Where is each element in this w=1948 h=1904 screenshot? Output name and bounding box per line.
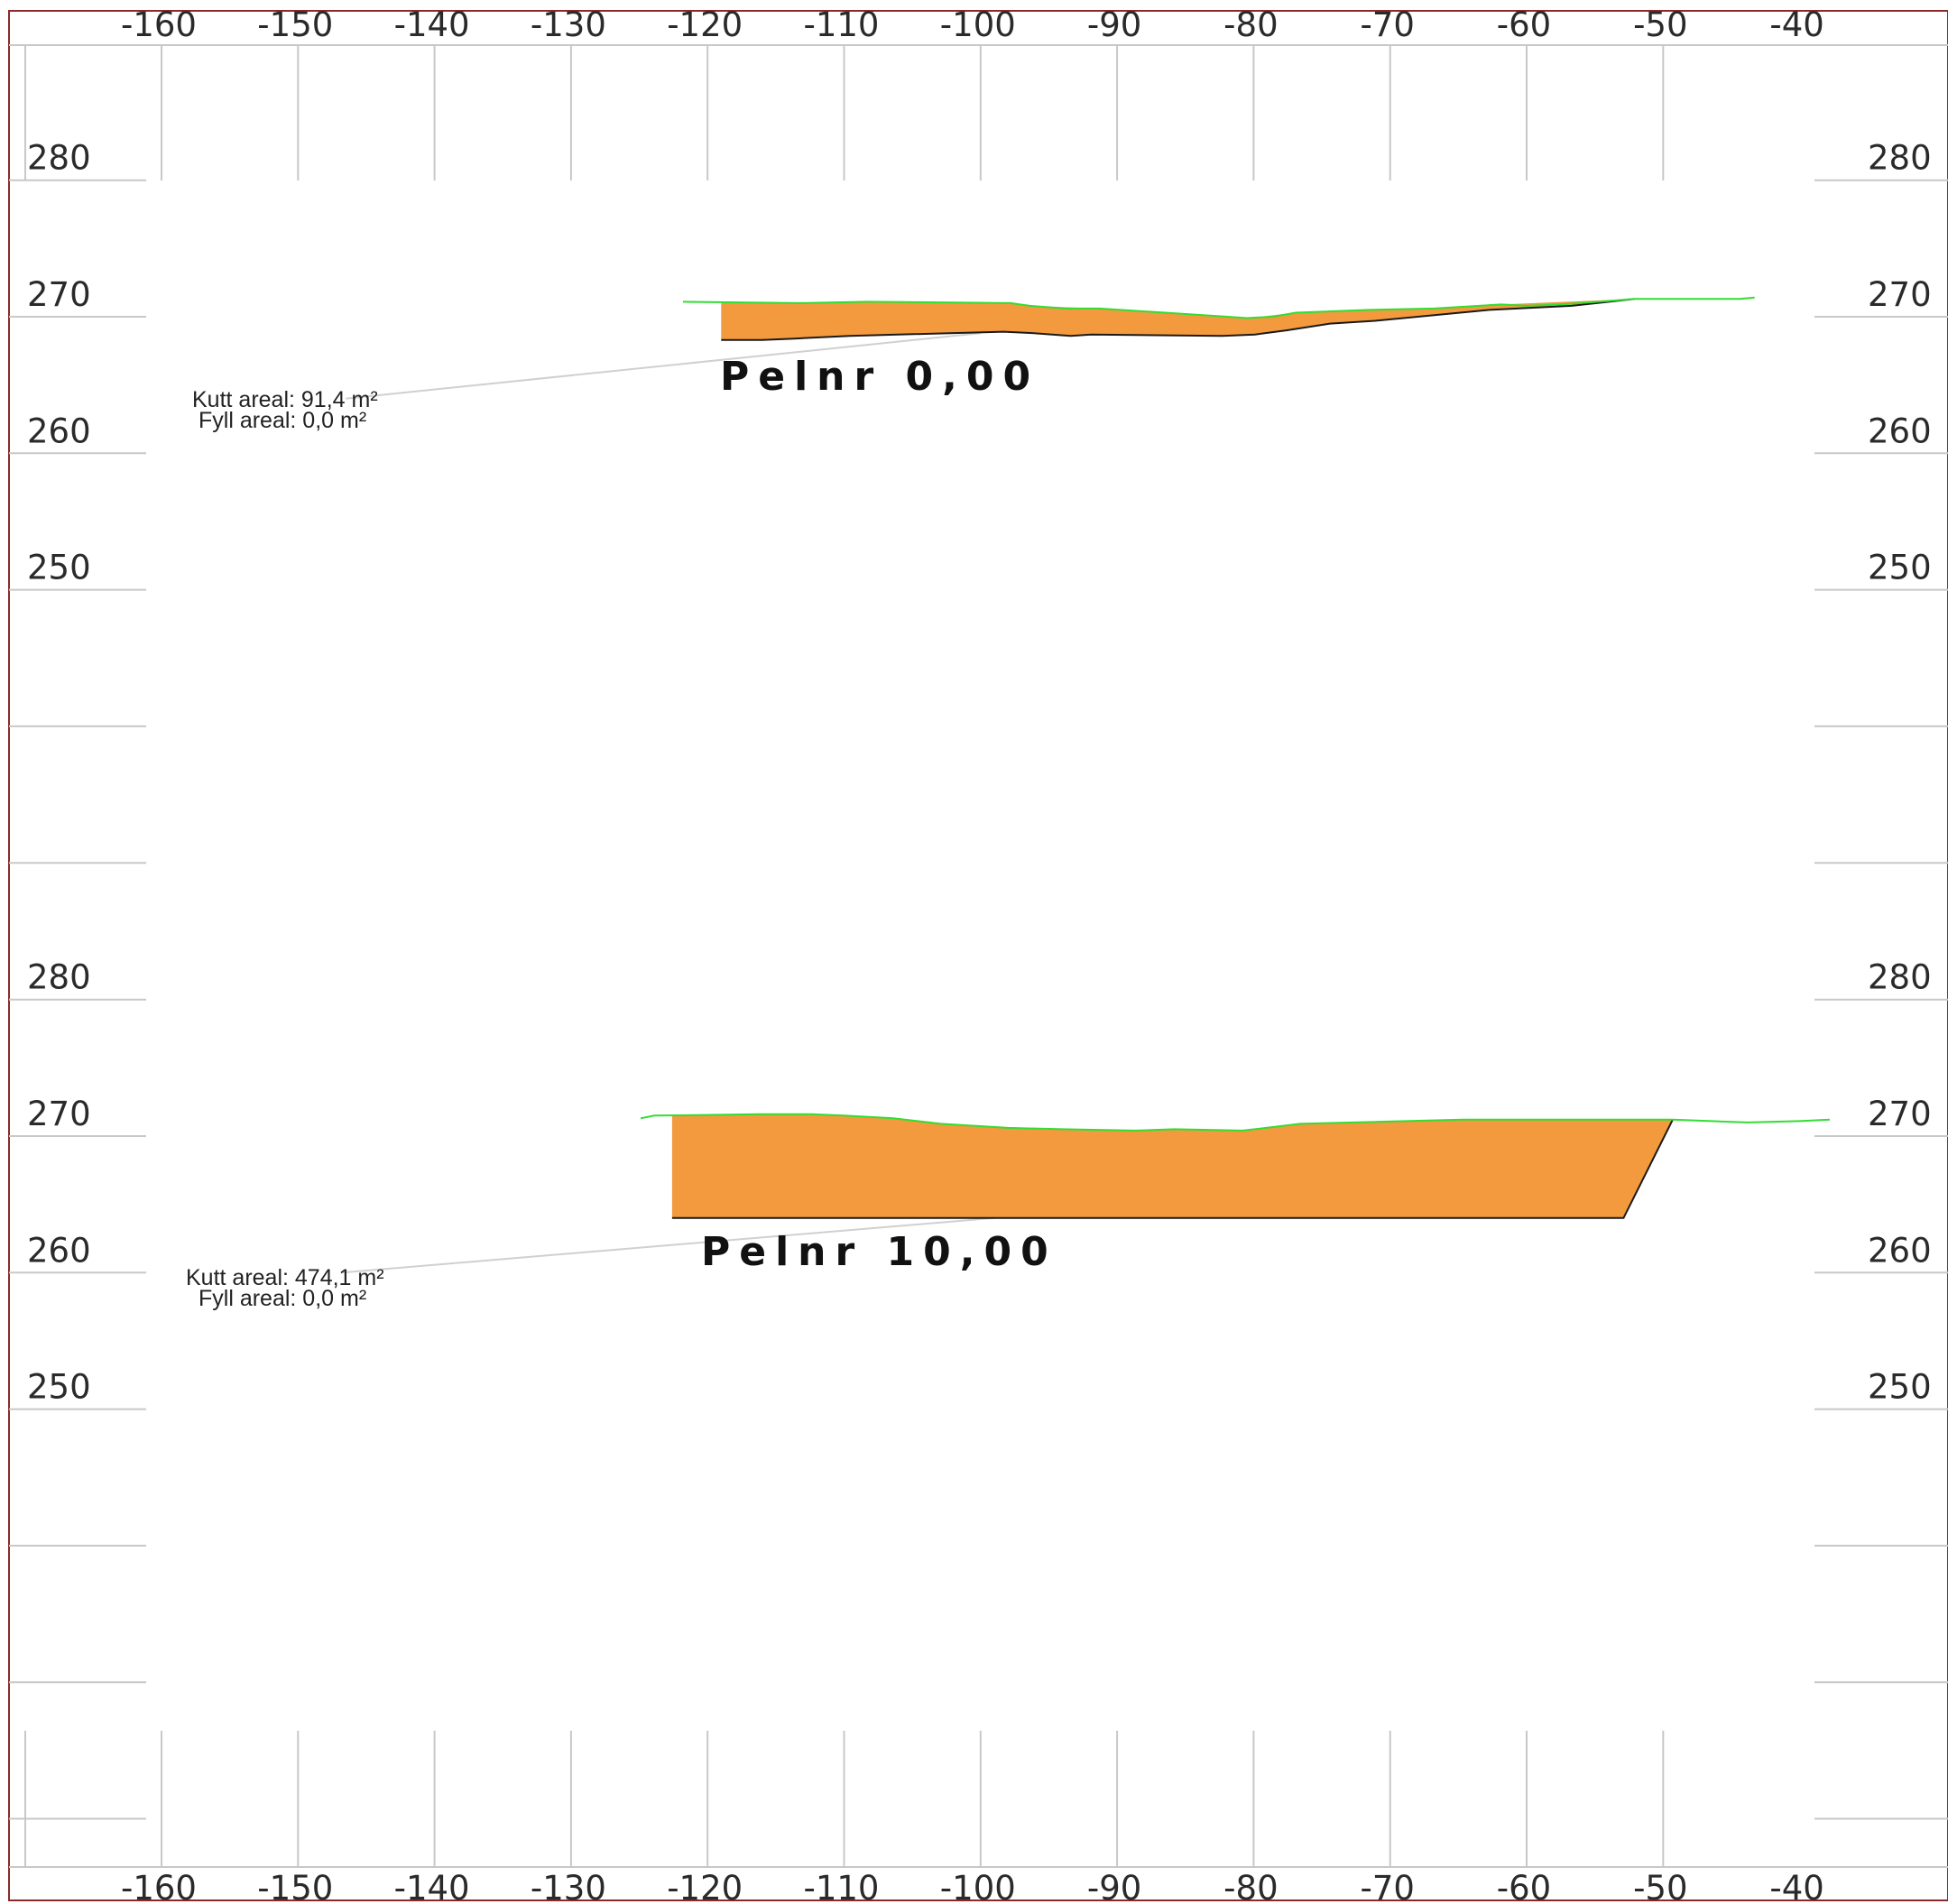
x-tick-label-top: -40 xyxy=(1769,5,1823,44)
x-tick-label-top: -90 xyxy=(1087,5,1141,44)
terrain-line xyxy=(682,296,1755,319)
fill-area-label: Fyll areal: 0,0 m² xyxy=(198,408,366,433)
y-tick-label-left: 280 xyxy=(27,139,91,178)
x-tick-label-bottom: -70 xyxy=(1360,1869,1414,1904)
cut-area xyxy=(721,299,1635,340)
x-tick-label-top: -70 xyxy=(1360,5,1414,44)
x-tick-label-top: -80 xyxy=(1223,5,1278,44)
x-tick-label-top: -110 xyxy=(804,5,880,44)
x-tick-label-bottom: -40 xyxy=(1769,1869,1823,1904)
x-tick-label-bottom: -110 xyxy=(804,1869,880,1904)
x-axis-bottom: -160 -150 -140 -130 -120 -110 -100 -90 -80 -70 -60… xyxy=(24,1731,1824,1904)
x-tick-label-bottom: -120 xyxy=(667,1869,743,1904)
section-2: 280 280 270 270 260 260 250 250 Pelnr 10,00 Kutt … xyxy=(9,958,1948,1820)
x-tick-label-top: -160 xyxy=(121,5,197,44)
sections-layer: 280 280 270 270 260 260 250 250 Pelnr 0,00 Kutt a… xyxy=(9,139,1948,1820)
y-tick-label-right: 280 xyxy=(1868,958,1932,997)
x-tick-label-top: -50 xyxy=(1633,5,1687,44)
terrain-line xyxy=(640,1113,1830,1132)
y-tick-label-left: 260 xyxy=(27,411,91,450)
y-tick-label-right: 260 xyxy=(1868,411,1932,450)
y-tick-label-right: 270 xyxy=(1868,275,1932,314)
area-leader-line xyxy=(341,1216,995,1274)
x-tick-label-top: -140 xyxy=(394,5,470,44)
cut-area-label: Kutt areal: 474,1 m² xyxy=(186,1265,384,1290)
cut-area xyxy=(671,1114,1673,1218)
section-1: 280 280 270 270 260 260 250 250 Pelnr 0,00 Kutt a… xyxy=(9,139,1948,864)
fill-area-label: Fyll areal: 0,0 m² xyxy=(198,1286,366,1311)
x-axis-top: -160 -150 -140 -130 -120 -110 -100 -90 -80 -70 -60… xyxy=(24,5,1824,180)
x-tick-label-bottom: -90 xyxy=(1087,1869,1141,1904)
x-tick-label-bottom: -160 xyxy=(121,1869,197,1904)
x-tick-label-bottom: -130 xyxy=(531,1869,606,1904)
y-tick-label-right: 250 xyxy=(1868,1368,1932,1407)
section-title: Pelnr 0,00 xyxy=(720,354,1039,400)
x-tick-label-bottom: -50 xyxy=(1633,1869,1687,1904)
y-tick-label-left: 250 xyxy=(27,549,91,587)
y-tick-label-left: 250 xyxy=(27,1368,91,1407)
x-tick-label-bottom: -60 xyxy=(1497,1869,1551,1904)
y-tick-label-left: 270 xyxy=(27,1095,91,1133)
x-tick-label-bottom: -140 xyxy=(394,1869,470,1904)
x-tick-label-top: -100 xyxy=(940,5,1016,44)
sheet-border xyxy=(8,10,1948,1901)
y-tick-label-right: 260 xyxy=(1868,1231,1932,1270)
section-title: Pelnr 10,00 xyxy=(701,1229,1057,1275)
x-tick-label-top: -60 xyxy=(1497,5,1551,44)
x-tick-label-bottom: -80 xyxy=(1223,1869,1278,1904)
x-tick-label-top: -150 xyxy=(257,5,333,44)
design-profile-line xyxy=(671,1119,1674,1219)
area-leader-line xyxy=(346,332,981,400)
x-tick-label-bottom: -100 xyxy=(940,1869,1016,1904)
design-profile-line xyxy=(721,298,1635,341)
cut-area-label: Kutt areal: 91,4 m² xyxy=(192,387,378,412)
y-tick-label-right: 250 xyxy=(1868,549,1932,587)
y-tick-label-right: 270 xyxy=(1868,1095,1932,1133)
x-tick-label-top: -120 xyxy=(667,5,743,44)
y-tick-label-left: 280 xyxy=(27,958,91,997)
x-tick-label-top: -130 xyxy=(531,5,606,44)
y-tick-label-right: 280 xyxy=(1868,139,1932,178)
y-tick-label-left: 260 xyxy=(27,1231,91,1270)
x-tick-label-bottom: -150 xyxy=(257,1869,333,1904)
y-tick-label-left: 270 xyxy=(27,275,91,314)
